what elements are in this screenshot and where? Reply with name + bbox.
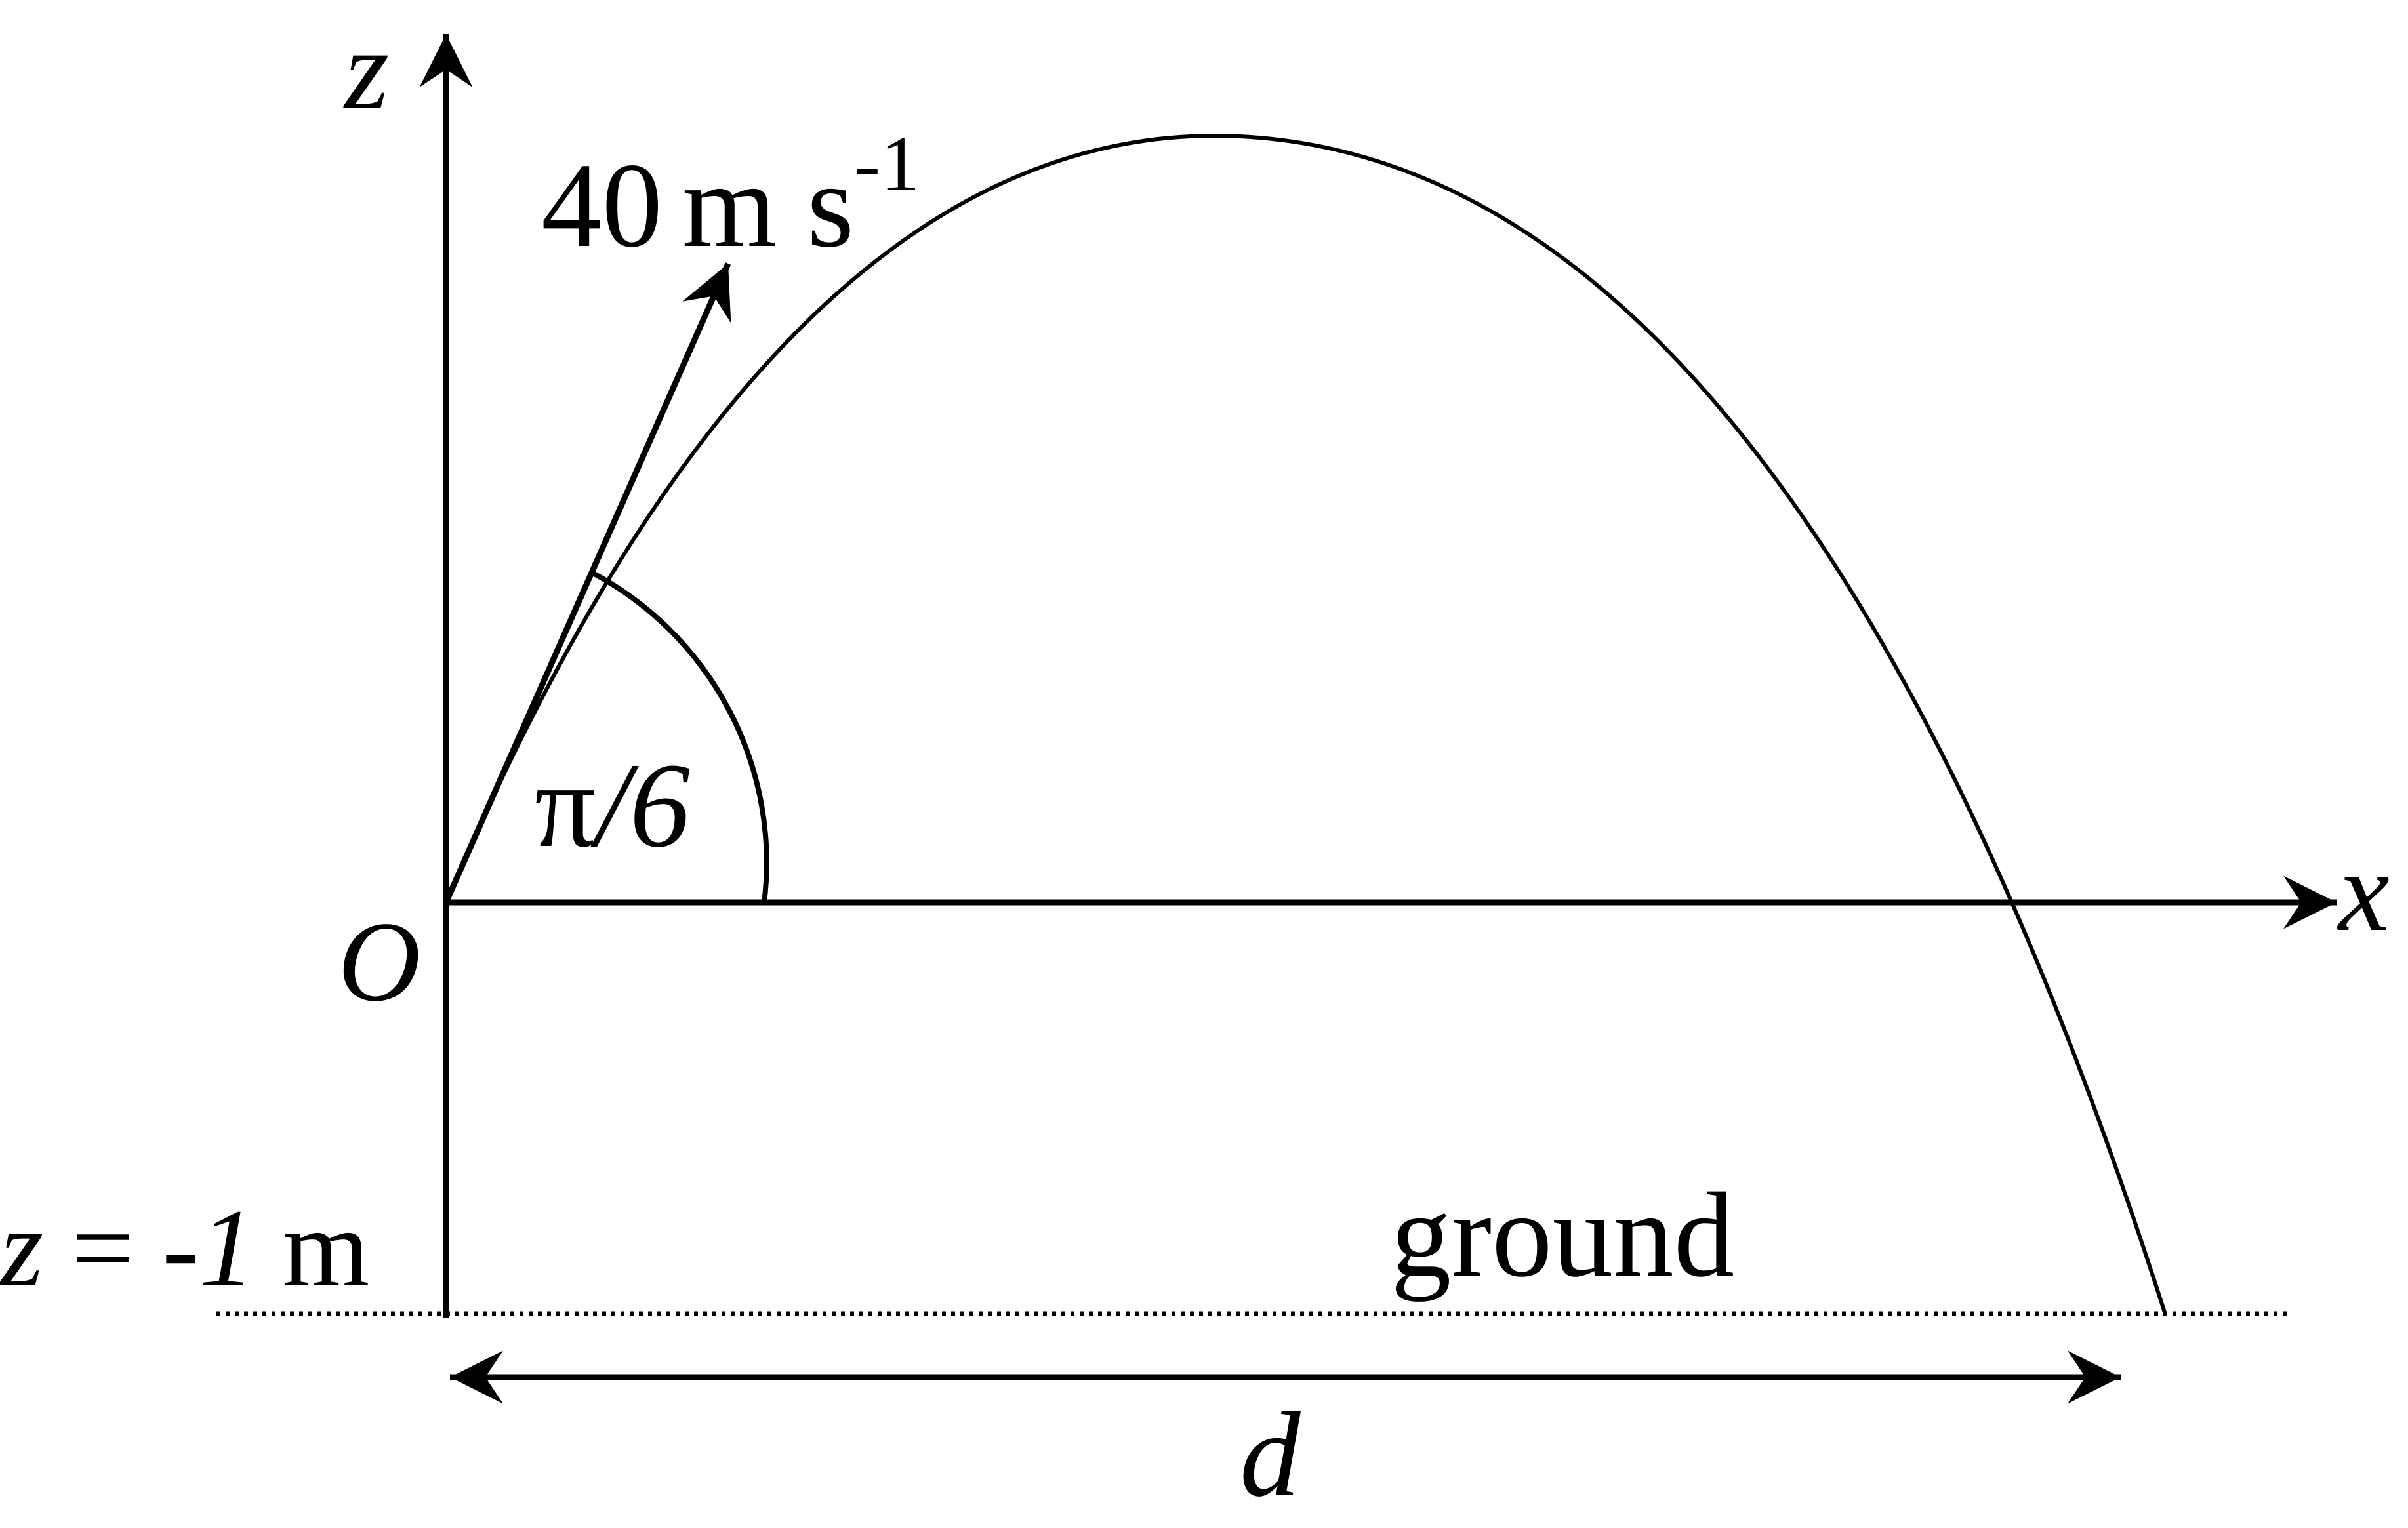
velocity-value: 40 [541,138,663,273]
ground-level-eq: = [43,1186,162,1310]
z-axis-label: z [343,6,389,133]
ground-level-label: z = -1 m [0,1186,369,1310]
ground-level-value: -1 [162,1186,255,1310]
ground-level-z: z [0,1186,43,1310]
distance-label: d [1240,1388,1301,1522]
angle-rest: /6 [590,738,690,873]
angle-label: π/6 [535,738,690,873]
x-axis-label: x [2337,828,2390,955]
trajectory-curve [444,133,2167,1313]
angle-symbol: π [535,738,596,873]
velocity-unit: m s [682,138,854,273]
ground-label: ground [1391,1168,1734,1302]
ground-level-unit: m [255,1186,370,1310]
velocity-exponent: -1 [854,120,920,207]
angle-arc [592,571,769,903]
origin-label: O [338,898,420,1025]
velocity-label: 40 m s-1 [541,120,920,273]
